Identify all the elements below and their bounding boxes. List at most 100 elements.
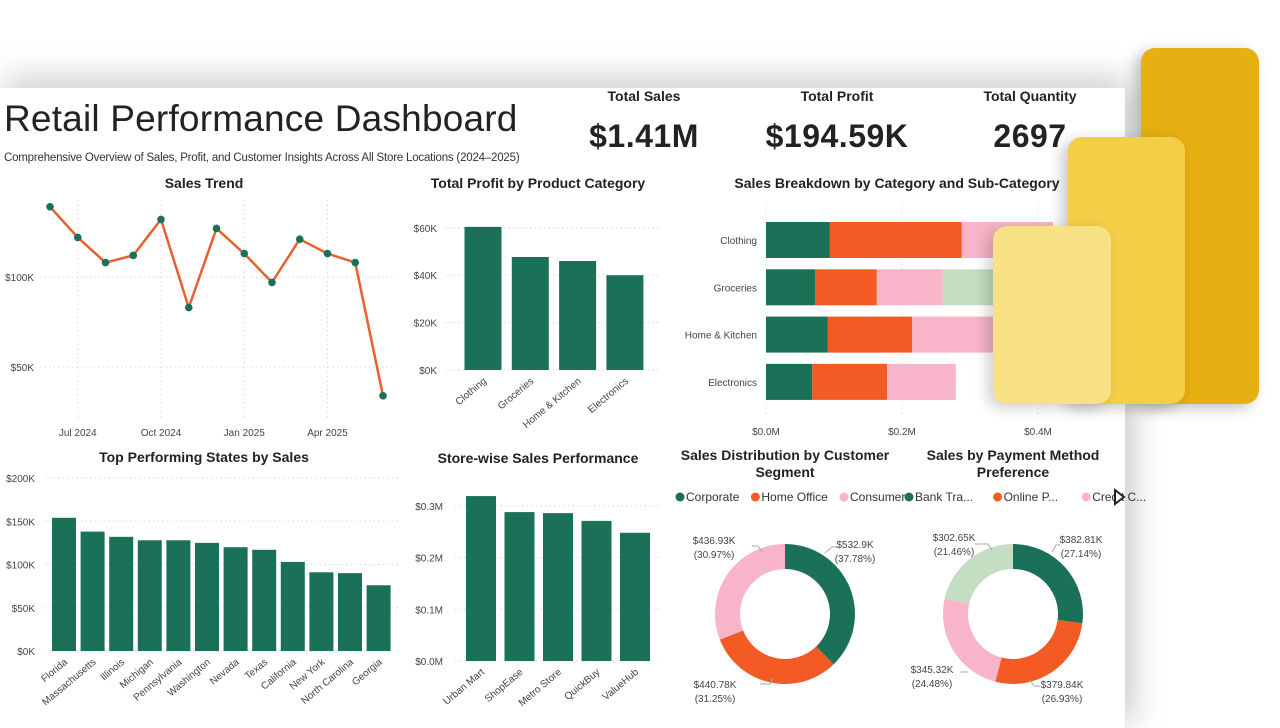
slice-percent-label: (37.78%) — [835, 554, 876, 565]
y-tick-label: $0K — [419, 366, 437, 377]
bar-segment — [829, 222, 962, 258]
category-label: Groceries — [714, 283, 757, 294]
data-point — [268, 278, 276, 287]
bar — [52, 517, 76, 651]
data-point — [212, 224, 221, 233]
x-tick-label: Oct 2024 — [141, 428, 182, 439]
bar — [80, 531, 105, 651]
y-tick-label: $0K — [17, 647, 35, 658]
y-tick-label: $0.1M — [415, 605, 443, 616]
page-subtitle: Comprehensive Overview of Sales, Profit,… — [4, 152, 520, 164]
data-point — [379, 392, 387, 400]
x-tick-label: Jan 2025 — [224, 428, 266, 439]
x-tick-label: $0.0M — [752, 427, 780, 438]
data-point — [323, 249, 332, 258]
category-label: Georgia — [350, 657, 385, 689]
donut-slice — [944, 544, 1013, 605]
kpi-label: Total Profit — [800, 88, 874, 104]
data-point — [73, 233, 82, 242]
y-tick-label: $60K — [414, 224, 438, 235]
bar — [137, 540, 162, 651]
category-label: Electronics — [586, 376, 631, 416]
slice-value-label: $382.81K — [1060, 535, 1103, 546]
bar-segment — [814, 269, 877, 306]
leader-line — [760, 677, 774, 685]
bar-segment — [942, 269, 998, 306]
chart-profit_by_category: Total Profit by Product Category $0K $20K $… — [414, 175, 660, 431]
donut-slice — [719, 630, 834, 685]
slice-value-label: $436.93K — [693, 536, 736, 547]
bar-segment — [887, 363, 956, 400]
bar — [366, 585, 391, 651]
y-tick-label: $20K — [414, 319, 438, 330]
bar — [166, 540, 191, 651]
donut-slice — [943, 598, 1002, 682]
bar — [464, 226, 502, 370]
bar — [511, 256, 549, 370]
chart-stores: Store-wise Sales Performance $0.0M $0.1M $0… — [415, 450, 660, 709]
bar — [559, 260, 597, 370]
y-tick-label: $150K — [6, 517, 35, 528]
chart-title: Store-wise Sales Performance — [438, 450, 639, 466]
slice-value-label: $302.65K — [933, 533, 976, 544]
category-label: Nevada — [208, 657, 242, 688]
legend-marker — [839, 492, 849, 502]
x-tick-label: Jul 2024 — [59, 428, 97, 439]
data-point — [295, 235, 304, 243]
slice-percent-label: (30.97%) — [694, 550, 735, 561]
kpi-label: Total Quantity — [983, 88, 1077, 104]
y-tick-label: $0.2M — [415, 554, 443, 565]
y-tick-label: $100K — [5, 273, 34, 284]
y-tick-label: $0.3M — [415, 502, 443, 513]
chart-title: Total Profit by Product Category — [431, 175, 646, 191]
chart-title: Preference — [977, 464, 1050, 480]
chart-sales-breakdown: Sales Breakdown by Category and Sub-Cate… — [685, 175, 1060, 438]
x-tick-label: $0.4M — [1024, 427, 1052, 438]
x-tick-label: $0.2M — [888, 427, 916, 438]
y-tick-label: $200K — [6, 474, 35, 485]
legend-label: Consumer — [850, 490, 905, 504]
page-title: Retail Performance Dashboard — [4, 98, 518, 139]
category-label: Home & Kitchen — [685, 331, 757, 342]
slice-percent-label: (24.48%) — [912, 679, 953, 690]
chart-title: Sales Breakdown by Category and Sub-Cate… — [734, 175, 1059, 191]
leader-line — [752, 545, 763, 553]
legend-marker — [904, 492, 914, 502]
donut-slice — [714, 544, 785, 640]
category-label: North Carolina — [299, 657, 356, 707]
kpi-value: $194.59K — [765, 118, 909, 154]
legend-label: Home Office — [761, 490, 828, 504]
data-point — [351, 258, 360, 267]
slice-percent-label: (21.46%) — [934, 547, 975, 558]
legend-marker — [750, 492, 760, 502]
y-tick-label: $0.0M — [415, 657, 443, 668]
triangle-right-icon[interactable] — [1114, 487, 1126, 507]
y-tick-label: $100K — [6, 561, 35, 572]
leader-line — [824, 546, 837, 554]
kpi-total-profit: Total Profit $194.59K — [752, 88, 922, 155]
bar-segment — [766, 363, 813, 400]
kpi-value: $1.41M — [589, 118, 699, 154]
legend-label: Corporate — [686, 490, 740, 504]
bar — [504, 512, 535, 661]
chart-title: Sales Distribution by Customer — [681, 447, 890, 463]
bar — [338, 573, 362, 651]
slice-value-label: $379.84K — [1041, 680, 1084, 691]
category-label: Groceries — [496, 376, 536, 412]
category-label: Urban Mart — [442, 667, 488, 708]
data-point — [101, 258, 110, 267]
bar-segment — [766, 316, 828, 353]
category-label: Clothing — [454, 376, 489, 408]
data-point — [240, 249, 249, 258]
donut-slice — [995, 620, 1083, 684]
data-point — [157, 215, 165, 224]
category-label: Clothing — [720, 236, 757, 247]
chart-title: Sales Trend — [165, 175, 244, 191]
donut-slice — [785, 544, 855, 665]
slice-percent-label: (31.25%) — [695, 694, 736, 705]
category-label: Electronics — [708, 378, 757, 389]
bar — [543, 513, 573, 661]
